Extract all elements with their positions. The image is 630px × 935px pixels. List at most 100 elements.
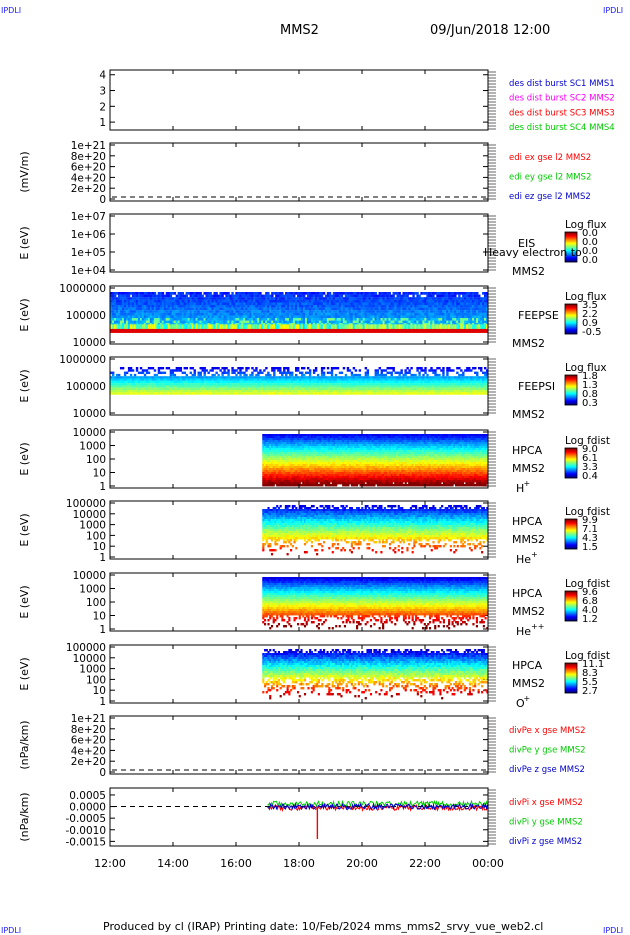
heatmap-cell <box>377 372 379 374</box>
heatmap-cell <box>412 295 414 298</box>
heatmap-cell <box>130 374 132 376</box>
heatmap-cell <box>281 292 283 295</box>
heatmap-cell <box>273 369 275 371</box>
heatmap-cell <box>265 367 267 369</box>
heatmap-cell <box>140 367 142 369</box>
heatmap-cell <box>233 372 235 374</box>
y-tick-label: 1000000 <box>59 354 106 366</box>
heatmap-cell <box>279 367 281 369</box>
heatmap-cell <box>381 372 383 374</box>
x-tick-label: 16:00 <box>220 857 252 870</box>
heatmap-cell <box>219 369 221 371</box>
heatmap-cell <box>442 369 444 371</box>
heatmap-cell <box>367 369 369 371</box>
heatmap-cell <box>170 295 172 298</box>
instrument-spacecraft-label: MMS2 <box>512 337 545 350</box>
panel-frame <box>110 70 488 130</box>
heatmap-cell <box>263 369 265 371</box>
heatmap-cell <box>416 369 418 371</box>
y-tick-label: 1e+06 <box>71 229 107 241</box>
heatmap-cell <box>379 367 381 369</box>
heatmap-cell <box>194 372 196 374</box>
heatmap-cell <box>235 369 237 371</box>
x-tick-label: 22:00 <box>409 857 441 870</box>
heatmap-cell <box>259 292 261 295</box>
heatmap-cell <box>285 374 287 376</box>
colorbar-tick-label: 0.0 <box>582 255 598 266</box>
heatmap-cell <box>287 367 289 369</box>
y-tick-label: 10000 <box>73 337 106 349</box>
heatmap-cell <box>478 295 480 298</box>
heatmap-cell <box>385 369 387 371</box>
heatmap-cell <box>416 292 418 295</box>
heatmap-cell <box>309 374 311 376</box>
heatmap-cell <box>122 367 124 369</box>
heatmap-cell <box>243 372 245 374</box>
instrument-label: FEEPSE <box>518 309 559 322</box>
heatmap-cell <box>398 374 400 376</box>
y-tick-label: 1000000 <box>59 283 106 295</box>
heatmap-cell <box>398 292 400 295</box>
y-tick-label: 100000 <box>66 381 106 393</box>
heatmap-cell <box>158 369 160 371</box>
heatmap-cell <box>190 372 192 374</box>
heatmap-cell <box>313 372 315 374</box>
heatmap-cell <box>114 295 116 298</box>
y-tick-label: 1e+07 <box>71 211 106 223</box>
heatmap-cell <box>211 369 213 371</box>
heatmap-cell <box>291 374 293 376</box>
heatmap-cell <box>194 369 196 371</box>
heatmap-cell <box>215 372 217 374</box>
heatmap-cell <box>112 372 114 374</box>
x-tick-label: 14:00 <box>157 857 189 870</box>
x-tick-label: 20:00 <box>346 857 378 870</box>
heatmap-cell <box>391 374 393 376</box>
heatmap-cell <box>365 367 367 369</box>
heatmap-cell <box>315 369 317 371</box>
heatmap-cell <box>420 367 422 369</box>
heatmap-cell <box>438 374 440 376</box>
heatmap-cell <box>255 367 257 369</box>
colorbar-tick-label: -0.5 <box>582 327 602 338</box>
heatmap-cell <box>273 372 275 374</box>
heatmap-cell <box>273 374 275 376</box>
legend-entry: des dist burst SC4 MMS4 <box>509 123 615 133</box>
heatmap-cell <box>204 367 206 369</box>
heatmap-cell <box>359 374 361 376</box>
heatmap-cell <box>406 295 408 298</box>
heatmap-cell <box>393 295 395 298</box>
y-tick-label: 100000 <box>66 310 106 322</box>
heatmap-cell <box>186 295 188 298</box>
heatmap-cell <box>245 369 247 371</box>
heatmap-cell <box>303 367 305 369</box>
heatmap-cell <box>345 374 347 376</box>
heatmap-cell <box>341 295 343 298</box>
heatmap-cell <box>154 292 156 295</box>
y-axis-label: E (eV) <box>18 369 31 402</box>
x-tick-label: 18:00 <box>283 857 315 870</box>
heatmap-cell <box>343 367 345 369</box>
heatmap-cell <box>323 367 325 369</box>
heatmap-cell <box>458 295 460 298</box>
heatmap-cell <box>424 372 426 374</box>
y-tick-label: 3 <box>99 86 106 98</box>
heatmap-cell <box>454 295 456 298</box>
heatmap-cell <box>271 295 273 298</box>
heatmap-cell <box>136 367 138 369</box>
heatmap-cell <box>255 369 257 371</box>
heatmap-cell <box>410 367 412 369</box>
heatmap-cell <box>200 292 202 295</box>
heatmap-cell <box>235 374 237 376</box>
heatmap-cell <box>200 372 202 374</box>
heatmap-cell <box>375 292 377 295</box>
heatmap-cell <box>408 369 410 371</box>
heatmap-cell <box>301 372 303 374</box>
heatmap-cell <box>259 369 261 371</box>
heatmap-cell <box>152 367 154 369</box>
heatmap-cell <box>307 367 309 369</box>
heatmap-cell <box>349 369 351 371</box>
heatmap-cell <box>452 369 454 371</box>
heatmap-cell <box>393 369 395 371</box>
heatmap-cell <box>204 372 206 374</box>
